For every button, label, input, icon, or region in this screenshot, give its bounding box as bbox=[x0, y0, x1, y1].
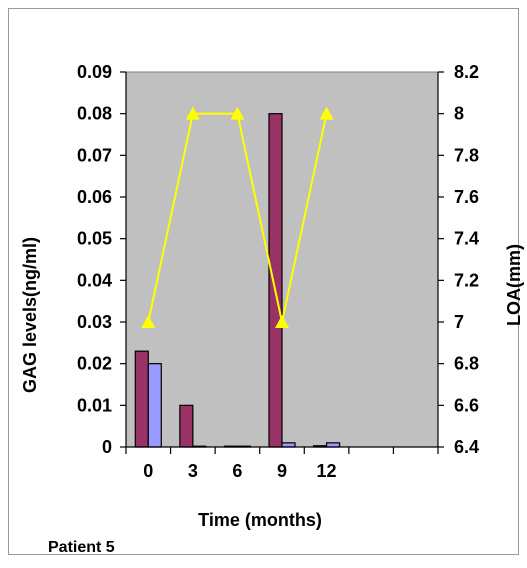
x-tick-label-6: 6 bbox=[232, 461, 242, 481]
y-right-tick-label: 6.4 bbox=[454, 437, 479, 457]
y-left-tick-label: 0.08 bbox=[77, 104, 112, 124]
x-tick-label-12: 12 bbox=[317, 461, 337, 481]
line-point-9 bbox=[275, 315, 289, 328]
y-axis-left-title: GAG levels(ng/ml) bbox=[20, 237, 40, 393]
x-tick-label-3: 3 bbox=[188, 461, 198, 481]
x-axis-title: Time (months) bbox=[198, 510, 322, 530]
bar-series2-12 bbox=[325, 442, 341, 448]
line-layer bbox=[141, 106, 334, 328]
y-left-tick-label: 0.07 bbox=[77, 145, 112, 165]
y-right-tick-label: 7.6 bbox=[454, 187, 479, 207]
bars-layer bbox=[134, 113, 341, 448]
line-point-0 bbox=[141, 315, 156, 328]
y-left-tick-label: 0.02 bbox=[77, 354, 112, 374]
bar-series2-0 bbox=[147, 363, 162, 448]
line-point-6 bbox=[230, 106, 245, 120]
bar-series1-3 bbox=[179, 404, 194, 448]
y-right-tick-label: 6.6 bbox=[454, 395, 479, 415]
y-left-tick-label: 0.06 bbox=[77, 187, 112, 207]
y-right-tick-label: 8 bbox=[454, 104, 464, 124]
ticks-layer: 0 0.01 0.02 0.03 0.04 0.05 0.06 0.07 0.08 0.09 6.4… bbox=[77, 62, 479, 481]
y-right-tick-label: 7.2 bbox=[454, 270, 479, 290]
chart-caption: Patient 5 bbox=[48, 539, 115, 556]
y-left-tick-label: 0.09 bbox=[77, 62, 112, 82]
y-right-tick-label: 7.8 bbox=[454, 145, 479, 165]
bar-series1-0 bbox=[134, 350, 149, 448]
y-left-tick-label: 0.04 bbox=[77, 270, 112, 290]
x-tick-label-0: 0 bbox=[143, 461, 153, 481]
axes-layer bbox=[125, 72, 439, 448]
line-point-3 bbox=[185, 106, 200, 120]
x-tick-label-9: 9 bbox=[277, 461, 287, 481]
bar-series1-9 bbox=[268, 113, 283, 448]
y-right-tick-label: 7.4 bbox=[454, 229, 479, 249]
y-axis-right-title: LOA(mm) bbox=[504, 244, 524, 326]
y-left-tick-label: 0.03 bbox=[77, 312, 112, 332]
y-left-tick-label: 0.01 bbox=[77, 395, 112, 415]
line-point-12 bbox=[319, 106, 334, 120]
bar-series2-9 bbox=[281, 442, 296, 448]
y-right-tick-label: 6.8 bbox=[454, 354, 479, 374]
y-right-tick-label: 8.2 bbox=[454, 62, 479, 82]
y-left-tick-label: 0 bbox=[102, 437, 112, 457]
y-left-tick-label: 0.05 bbox=[77, 229, 112, 249]
y-right-tick-label: 7 bbox=[454, 312, 464, 332]
